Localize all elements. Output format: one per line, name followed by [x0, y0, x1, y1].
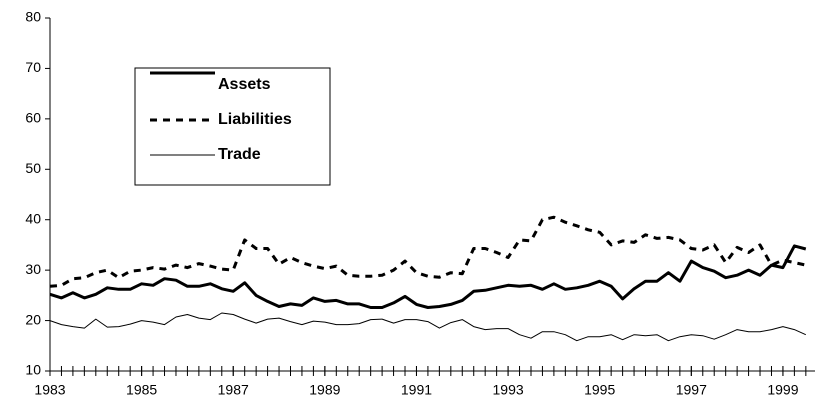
series-line	[49, 244, 807, 309]
x-tick-label: 1989	[309, 382, 340, 398]
x-tick-label: 1997	[676, 382, 707, 398]
legend-label: Liabilities	[218, 111, 292, 128]
x-tick-label: 1985	[126, 382, 157, 398]
y-tick-label: 50	[25, 160, 41, 176]
legend-label: Trade	[218, 146, 261, 163]
legend-label: Assets	[218, 76, 271, 93]
y-tick-label: 60	[25, 110, 41, 126]
x-tick-label: 1999	[767, 382, 798, 398]
y-tick-label: 70	[25, 59, 41, 75]
series-line	[49, 215, 807, 288]
y-tick-label: 20	[25, 311, 41, 327]
y-tick-label: 40	[25, 210, 41, 226]
series-line	[49, 312, 807, 342]
y-tick-label: 10	[25, 362, 41, 378]
x-tick-label: 1991	[401, 382, 432, 398]
x-tick-label: 1993	[493, 382, 524, 398]
legend-box	[134, 67, 331, 186]
x-tick-label: 1987	[218, 382, 249, 398]
x-tick-label: 1995	[584, 382, 615, 398]
y-tick-label: 30	[25, 261, 41, 277]
x-tick-label: 1983	[34, 382, 65, 398]
y-tick-label: 80	[25, 9, 41, 25]
